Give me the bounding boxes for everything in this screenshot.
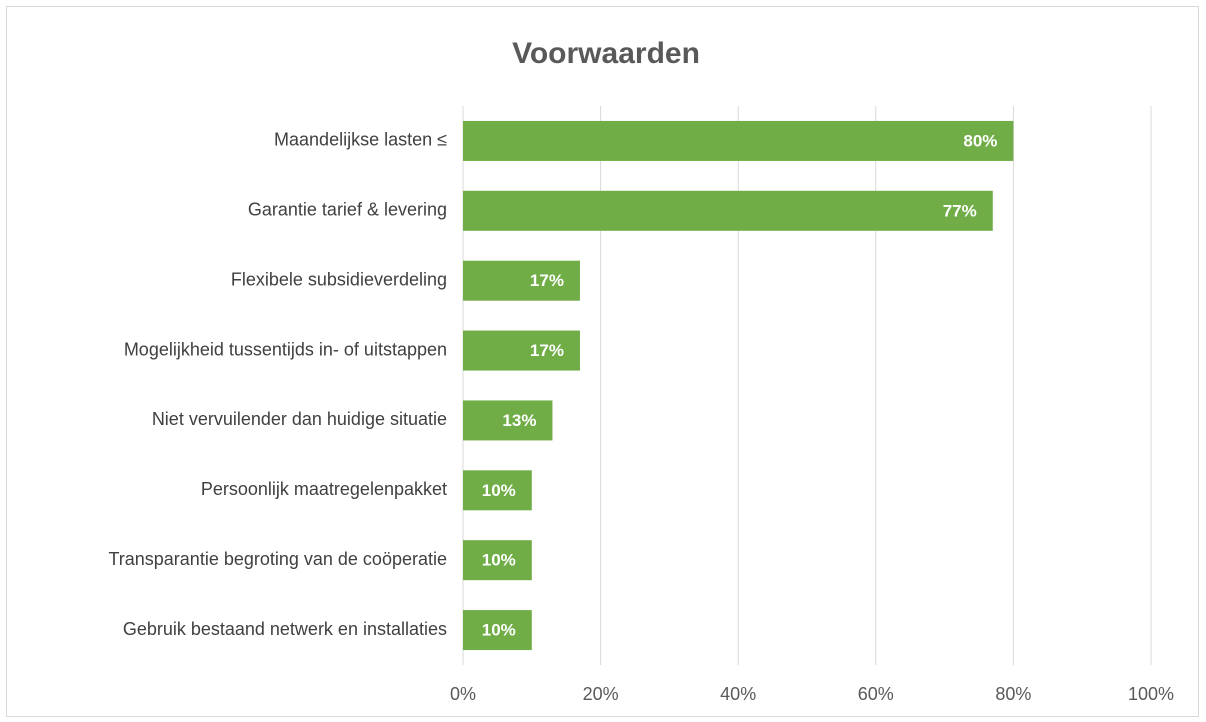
- y-tick-label: Garantie tarief & levering: [248, 200, 447, 220]
- value-label: 10%: [482, 621, 516, 640]
- y-tick-label: Transparantie begroting van de coöperati…: [108, 549, 447, 569]
- y-tick-label: Gebruik bestaand netwerk en installaties: [123, 619, 447, 639]
- bar: [463, 400, 553, 441]
- y-tick-label: Flexibele subsidieverdeling: [231, 269, 447, 289]
- x-tick-label: 60%: [858, 684, 894, 704]
- x-tick-label: 20%: [583, 684, 619, 704]
- value-label: 10%: [482, 481, 516, 500]
- value-label: 17%: [530, 341, 564, 360]
- x-tick-label: 80%: [995, 684, 1031, 704]
- value-label: 10%: [482, 551, 516, 570]
- y-tick-label: Maandelijkse lasten ≤: [274, 130, 447, 150]
- chart-title: Voorwaarden: [512, 37, 700, 70]
- bar: [463, 330, 580, 371]
- y-tick-label: Mogelijkheid tussentijds in- of uitstapp…: [124, 339, 447, 359]
- value-label: 77%: [943, 201, 977, 220]
- value-label: 80%: [963, 131, 997, 150]
- bar: [463, 610, 532, 651]
- bar: [463, 470, 532, 511]
- value-label: 13%: [502, 411, 536, 430]
- bar: [463, 120, 1014, 161]
- y-tick-label: Persoonlijk maatregelenpakket: [201, 479, 447, 499]
- chart-border: [6, 6, 1199, 717]
- bar: [463, 260, 580, 301]
- y-tick-label: Niet vervuilender dan huidige situatie: [152, 409, 447, 429]
- x-tick-label: 100%: [1128, 684, 1174, 704]
- x-tick-label: 0%: [450, 684, 476, 704]
- value-label: 17%: [530, 271, 564, 290]
- x-tick-label: 40%: [720, 684, 756, 704]
- bar: [463, 540, 532, 581]
- bar: [463, 190, 993, 231]
